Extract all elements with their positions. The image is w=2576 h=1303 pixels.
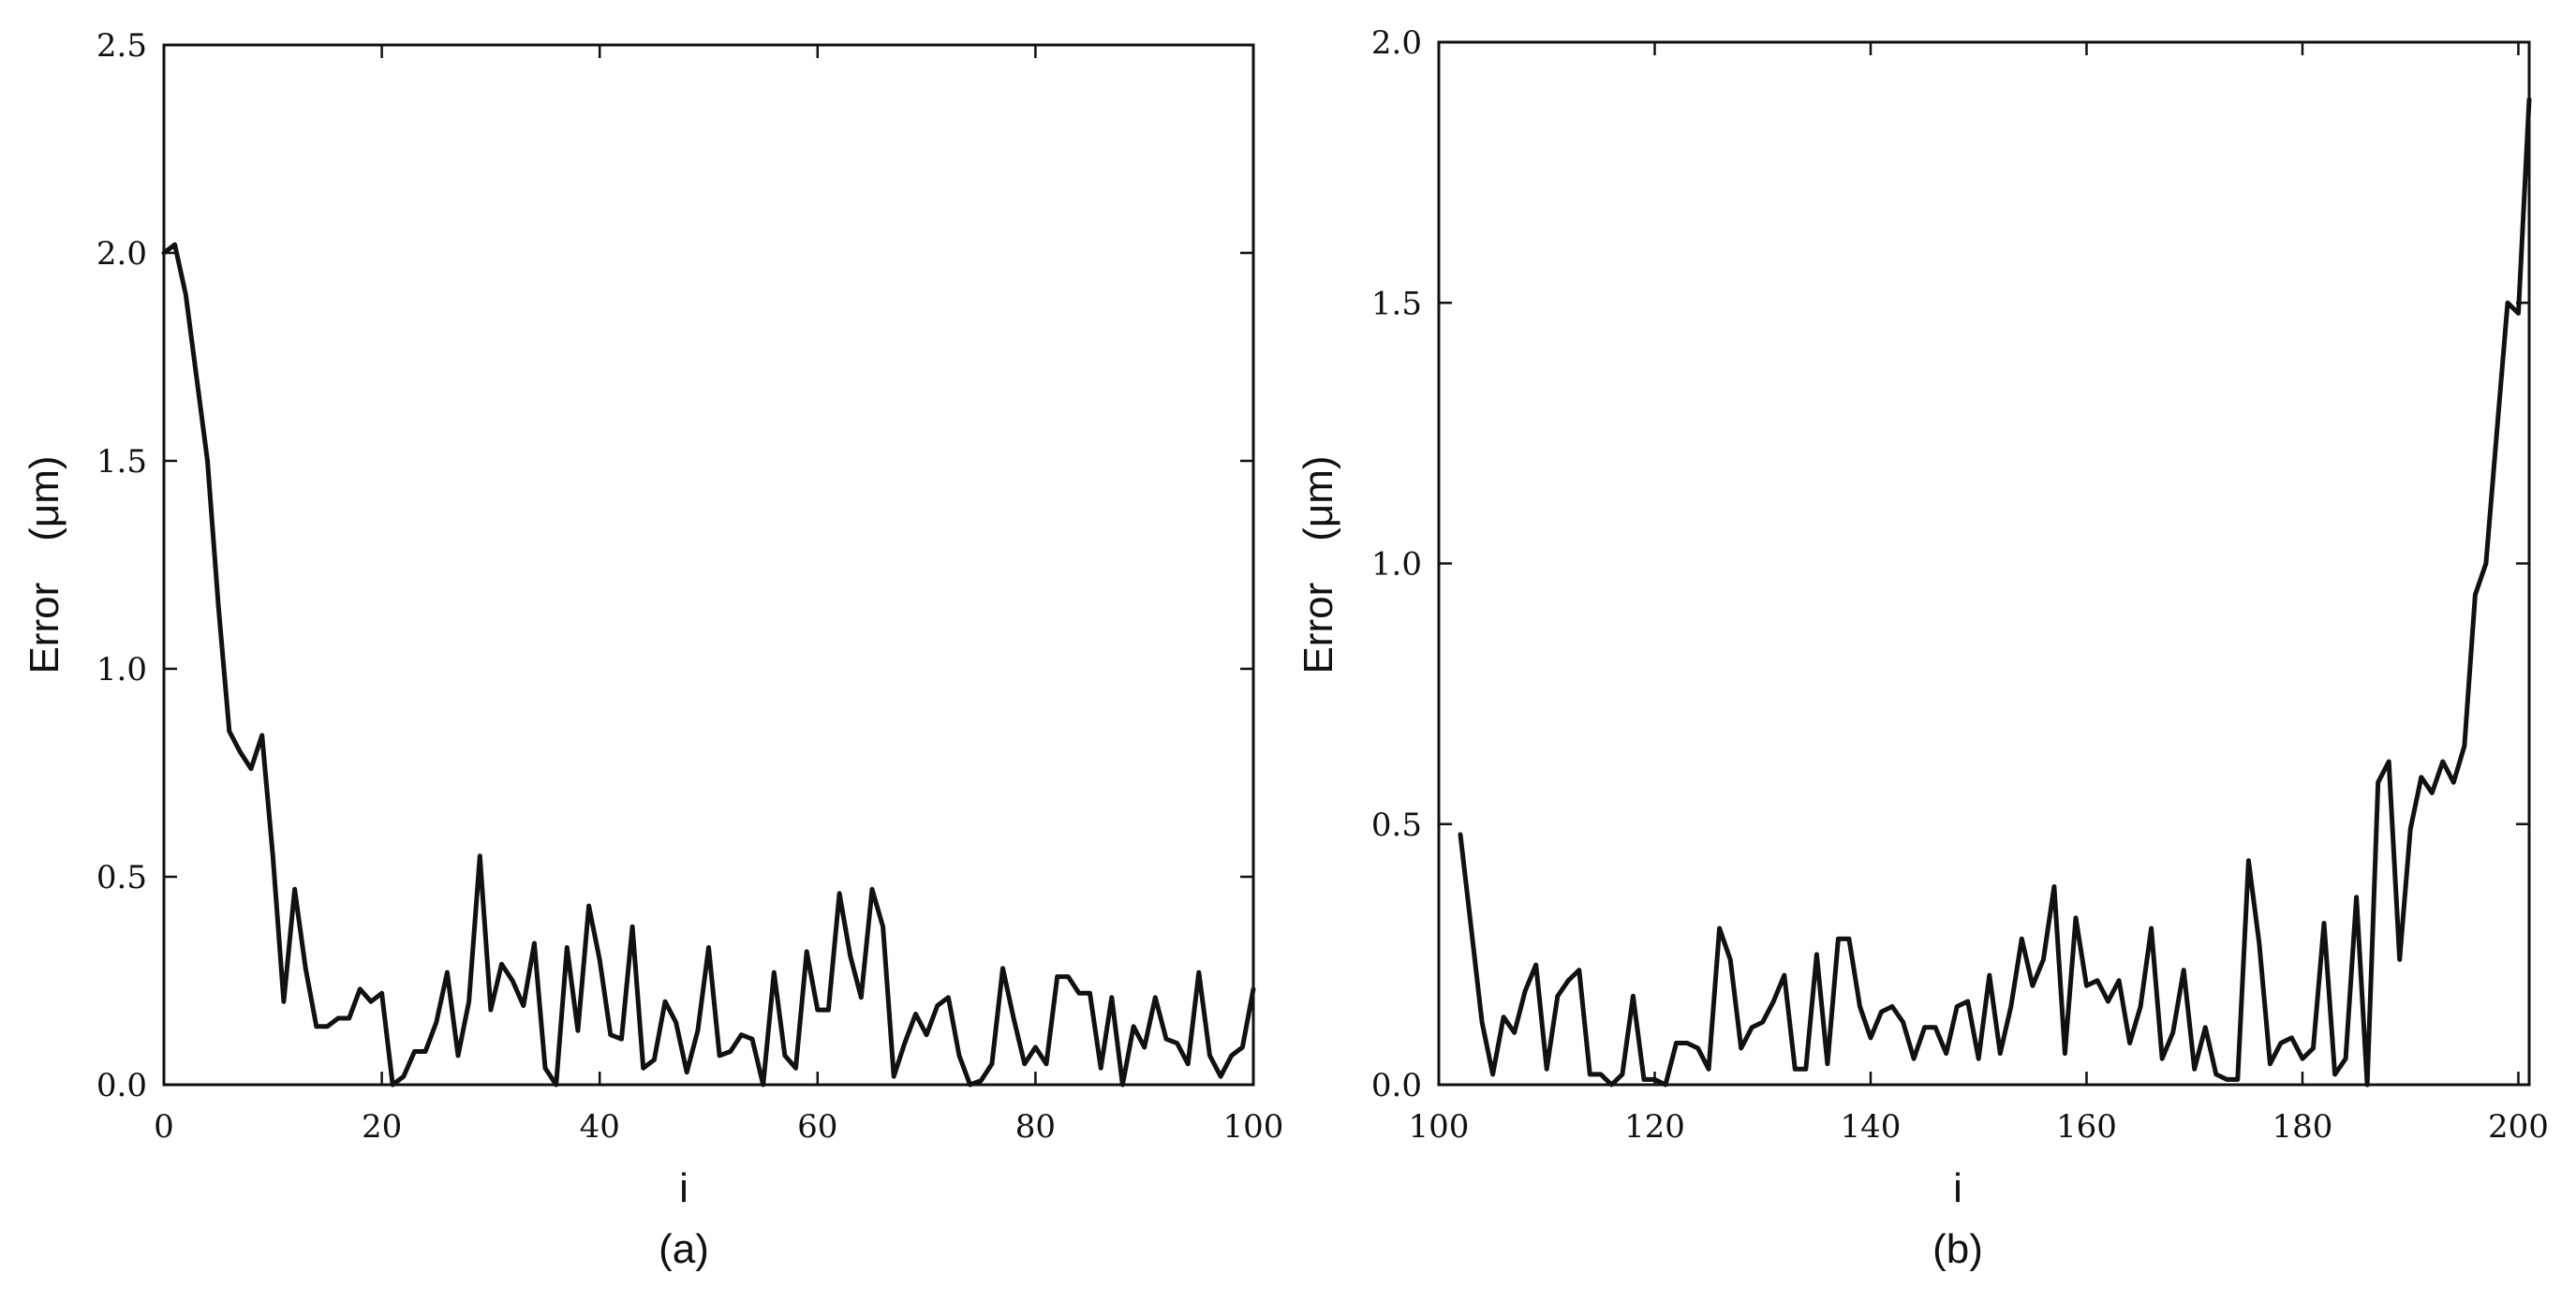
- x-tick-label: 120: [1624, 1108, 1685, 1146]
- y-tick-label: 0.0: [1371, 1067, 1422, 1104]
- x-tick-label: 100: [1409, 1108, 1470, 1146]
- x-tick-label: 60: [797, 1108, 837, 1146]
- panel-b-series: [1458, 96, 2532, 1088]
- y-tick-label: 1.5: [1371, 285, 1422, 322]
- plot-frame-b: [1437, 40, 2531, 1087]
- x-axis-title-a: i: [679, 1165, 688, 1211]
- x-tick-label: 160: [2056, 1108, 2117, 1146]
- x-tick-label: 40: [580, 1108, 620, 1146]
- x-tick-label: 200: [2488, 1108, 2549, 1146]
- x-tick-label: 100: [1223, 1108, 1284, 1146]
- y-tick-label: 0.5: [1371, 807, 1422, 844]
- panel-b: 100 120 140 160 180 200 0.0 0.5 1.0 1.5 2.0 Error …: [1295, 24, 2549, 1272]
- y-tick-label: 2.5: [96, 27, 147, 65]
- error-series-line: [161, 242, 1256, 1088]
- x-tick-label: 20: [362, 1108, 402, 1146]
- panel-a: 0 20 40 60 80 100 0.0 0.5 1.0 1.5 2.0 2.5 Error (μm…: [22, 27, 1283, 1272]
- error-series-line: [1458, 96, 2532, 1088]
- panel-caption-a: (a): [659, 1226, 709, 1272]
- x-tick-label: 180: [2273, 1108, 2333, 1146]
- plot-frame-a: [162, 43, 1255, 1087]
- y-tick-label: 0.0: [96, 1067, 147, 1104]
- y-tick-label: 1.0: [1371, 546, 1422, 584]
- y-tick-label: 2.0: [1371, 24, 1422, 62]
- panel-a-series: [161, 242, 1256, 1088]
- y-axis-title-b: Error (μm): [1295, 455, 1341, 674]
- x-tick-label: 0: [154, 1108, 174, 1146]
- x-tick-label: 80: [1015, 1108, 1056, 1146]
- x-tick-label: 140: [1841, 1108, 1902, 1146]
- y-tick-label: 2.0: [96, 235, 147, 273]
- panel-a-ticks: 0 20 40 60 80 100 0.0 0.5 1.0 1.5 2.0 2.5: [96, 27, 1284, 1146]
- panel-caption-b: (b): [1932, 1226, 1983, 1272]
- panel-b-ticks: 100 120 140 160 180 200 0.0 0.5 1.0 1.5 2.0: [1371, 24, 2549, 1146]
- y-axis-title-a: Error (μm): [22, 455, 67, 674]
- y-tick-label: 0.5: [96, 859, 147, 896]
- x-axis-title-b: i: [1953, 1165, 1962, 1211]
- y-tick-label: 1.0: [96, 651, 147, 689]
- y-tick-label: 1.5: [96, 443, 147, 481]
